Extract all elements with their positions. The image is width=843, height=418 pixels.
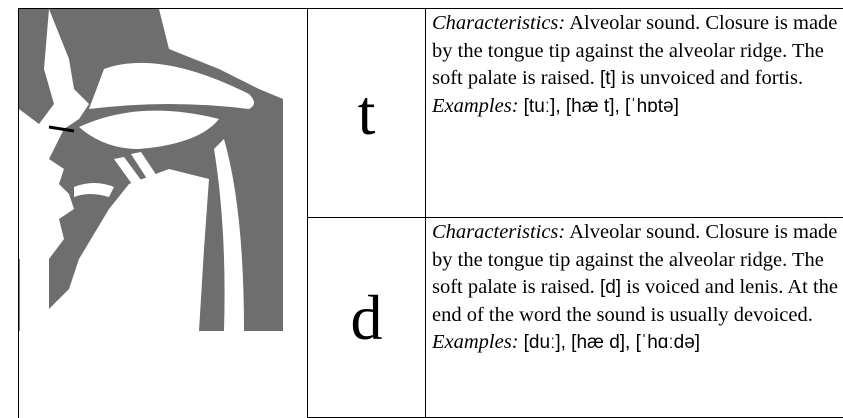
phoneme-table: t Characteristics: Alveolar sound. Closu…: [18, 8, 843, 418]
image-cell: [19, 9, 308, 418]
letter: d: [351, 282, 383, 353]
letter-cell: d: [308, 218, 426, 418]
label: Characteristics:: [432, 221, 565, 243]
letter: t: [358, 77, 376, 148]
phoneme: [d]: [600, 277, 621, 298]
label: Characteristics:: [432, 12, 565, 34]
phoneme: [t]: [600, 68, 616, 89]
page: t Characteristics: Alveolar sound. Closu…: [0, 0, 843, 409]
text: is unvoiced and fortis.: [616, 67, 803, 89]
letter-cell: t: [308, 9, 426, 218]
sagittal-section-image: [19, 9, 307, 409]
examples: [tuː], [hæ t], [ˈhɒtə]: [524, 96, 679, 117]
description-cell: Characteristics: Alveolar sound. Closure…: [426, 9, 843, 218]
examples: [duː], [hæ d], [ˈhɑːdə]: [524, 332, 700, 353]
row: t Characteristics: Alveolar sound. Closu…: [19, 9, 843, 218]
description-cell: Characteristics: Alveolar sound. Closure…: [426, 218, 843, 418]
label: Examples:: [432, 331, 519, 353]
label: Examples:: [432, 95, 519, 117]
